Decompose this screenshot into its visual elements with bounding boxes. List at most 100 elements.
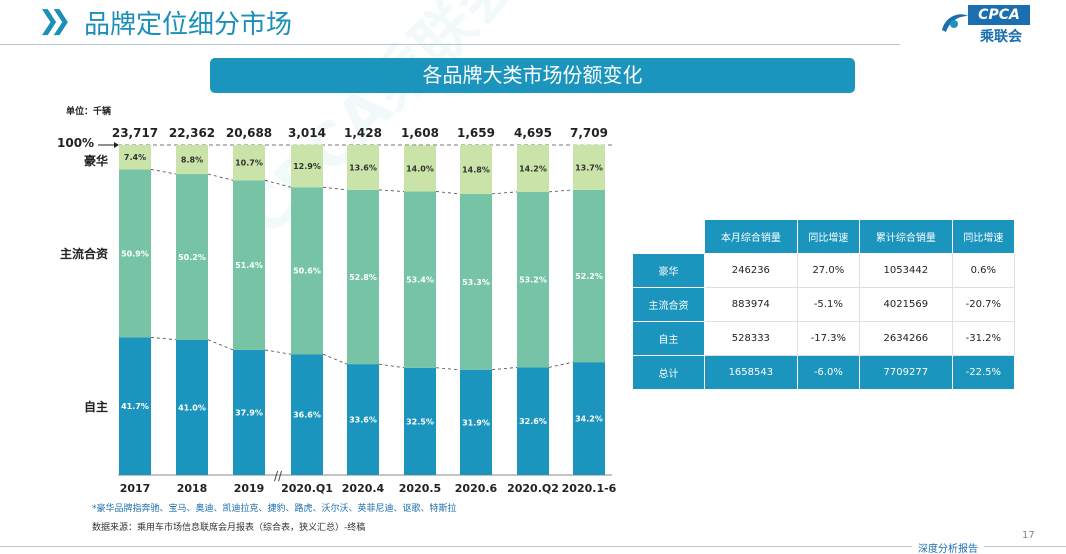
data-label: 50.2% xyxy=(178,253,206,262)
logo: CPCA 乘联会 xyxy=(938,4,1034,45)
table-cell: 1053442 xyxy=(858,253,953,288)
table-header: 累计综合销量 xyxy=(858,219,953,254)
table-cell: -6.0% xyxy=(796,355,860,390)
data-label: 41.0% xyxy=(178,403,206,412)
table-cell: -17.3% xyxy=(796,321,860,356)
row-label: 总计 xyxy=(632,355,705,390)
data-label: 51.4% xyxy=(235,261,263,270)
table-cell: 2634266 xyxy=(858,321,953,356)
bar-segment xyxy=(347,364,379,475)
bar-segment xyxy=(233,180,265,350)
total-label: 1,428 xyxy=(344,126,382,140)
connector-line xyxy=(264,179,292,188)
bar-segment xyxy=(119,145,151,170)
bar-segment xyxy=(573,362,605,475)
arrow-head-icon xyxy=(114,142,119,148)
connector-line xyxy=(491,191,518,195)
data-label: 52.8% xyxy=(349,273,377,282)
bar-segment xyxy=(291,187,323,355)
axis-break-mark: // xyxy=(274,469,283,483)
data-label: 50.6% xyxy=(293,267,321,276)
connector-line xyxy=(435,367,461,371)
bar-segment xyxy=(573,144,605,190)
data-label: 13.6% xyxy=(349,163,377,172)
bar-segment xyxy=(573,189,605,363)
logo-text: CPCA xyxy=(968,5,1030,25)
data-label: 31.9% xyxy=(462,418,490,427)
connector-line xyxy=(322,353,348,365)
table-cell: 883974 xyxy=(704,287,798,322)
row-label: 豪华 xyxy=(632,253,705,288)
table-row: 豪华 246236 27.0% 1053442 0.6% xyxy=(632,253,1016,288)
bar-segment xyxy=(460,193,492,370)
bar-segment xyxy=(460,369,492,475)
table-header: 本月综合销量 xyxy=(704,219,798,254)
data-label: 53.2% xyxy=(519,276,547,285)
connector-line xyxy=(378,363,405,369)
bar-segment xyxy=(517,191,549,368)
bar-segment xyxy=(291,144,323,188)
connector-line xyxy=(322,186,348,191)
total-label: 20,688 xyxy=(226,126,272,140)
total-label: 4,695 xyxy=(514,126,552,140)
data-label: 13.7% xyxy=(575,163,603,172)
bar-segment xyxy=(119,337,151,475)
x-tick-label: 2020.Q2 xyxy=(507,482,559,495)
data-label: 12.9% xyxy=(293,162,321,171)
table-cell: -20.7% xyxy=(951,287,1016,322)
x-tick-label: 2020.Q1 xyxy=(281,482,333,495)
connector-line xyxy=(548,361,574,368)
x-tick-label: 2020.1-6 xyxy=(562,482,617,495)
table-cell: 7709277 xyxy=(858,355,953,390)
table-cell: 1658543 xyxy=(704,355,798,390)
bar-segment xyxy=(517,145,549,192)
x-tick-label: 2020.4 xyxy=(342,482,385,495)
table-cell: 246236 xyxy=(704,253,798,288)
bar-segment xyxy=(460,145,492,194)
total-label: 22,362 xyxy=(169,126,215,140)
table-header: 同比增速 xyxy=(796,219,860,254)
data-label: 36.6% xyxy=(293,411,321,420)
bar-segment xyxy=(176,145,208,175)
data-label: 10.7% xyxy=(235,159,263,168)
sales-table: 本月综合销量 同比增速 累计综合销量 同比增速 豪华 246236 27.0% … xyxy=(632,219,1016,390)
bar-segment xyxy=(347,145,379,190)
data-label: 41.7% xyxy=(121,402,149,411)
bar-segment xyxy=(176,174,208,340)
data-source: 数据来源：乘用车市场信息联席会月报表（综合表，狭义汇总）-终稿 xyxy=(92,523,366,533)
row-label: 自主 xyxy=(632,321,705,356)
connector-line xyxy=(150,336,177,341)
connector-line xyxy=(150,169,177,175)
data-label: 52.2% xyxy=(575,272,603,281)
series-label: 豪华 xyxy=(84,153,108,168)
total-label: 3,014 xyxy=(288,126,326,140)
table-cell: -5.1% xyxy=(796,287,860,322)
table-cell: -22.5% xyxy=(951,355,1016,390)
logo-subtext: 乘联会 xyxy=(980,29,1022,45)
data-label: 53.4% xyxy=(406,276,434,285)
connector-line xyxy=(378,189,405,192)
bar-segment xyxy=(176,339,208,475)
bar-segment xyxy=(119,169,151,338)
x-tick-label: 2017 xyxy=(120,482,151,495)
data-label: 14.8% xyxy=(462,165,490,174)
data-label: 7.4% xyxy=(124,153,146,162)
total-label: 23,717 xyxy=(112,126,158,140)
data-label: 32.6% xyxy=(519,417,547,426)
table-cell: 0.6% xyxy=(951,253,1016,288)
data-label: 37.9% xyxy=(235,408,263,417)
data-label: 50.9% xyxy=(121,249,149,258)
y-top-label: 100% xyxy=(57,136,95,150)
page-number: 17 xyxy=(1022,530,1035,541)
luxury-note: *豪华品牌指奔驰、宝马、奥迪、凯迪拉克、捷豹、路虎、沃尔沃、英菲尼迪、讴歌、特斯… xyxy=(92,504,457,514)
data-label: 32.5% xyxy=(406,417,434,426)
connector-line xyxy=(491,367,518,371)
data-label: 34.2% xyxy=(575,415,603,424)
table-cell: 4021569 xyxy=(858,287,953,322)
x-tick-label: 2018 xyxy=(177,482,208,495)
table-header-row: 本月综合销量 同比增速 累计综合销量 同比增速 xyxy=(632,219,1016,254)
x-tick-label: 2020.5 xyxy=(399,482,441,495)
data-label: 53.3% xyxy=(462,278,490,287)
connector-line xyxy=(548,189,574,193)
table-row: 自主 528333 -17.3% 2634266 -31.2% xyxy=(632,321,1016,356)
